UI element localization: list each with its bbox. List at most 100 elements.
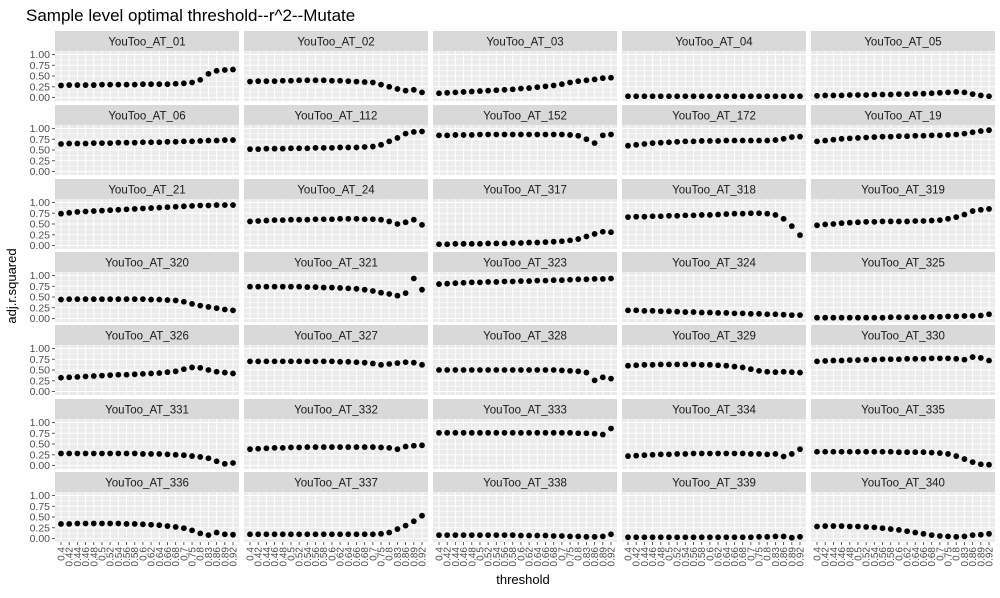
data-point [526, 239, 532, 246]
data-point [263, 358, 270, 365]
data-point [180, 298, 187, 305]
data-point [986, 530, 992, 537]
data-point [230, 137, 236, 143]
facet-strip-label: YouToo_AT_326 [105, 331, 189, 343]
data-point [707, 361, 713, 368]
data-point [986, 311, 992, 318]
data-point [797, 232, 803, 239]
facet-panel: YouToo_AT_318 [622, 179, 806, 249]
data-point [625, 307, 631, 314]
facet-strip-label: YouToo_AT_335 [861, 405, 945, 417]
data-point [936, 533, 943, 539]
data-point [247, 146, 253, 153]
x-tick-label: 0.62 [147, 547, 158, 567]
y-tick-label: 0.50 [30, 71, 51, 83]
data-point [361, 359, 368, 366]
data-point [247, 78, 253, 85]
data-point [205, 367, 212, 373]
data-point [213, 202, 220, 208]
data-point [485, 240, 492, 247]
data-point [394, 221, 401, 227]
data-point [904, 314, 910, 321]
data-point [855, 448, 861, 455]
data-point [501, 131, 508, 138]
y-tick-label: 0.75 [30, 501, 51, 513]
data-point [657, 213, 664, 220]
data-point [115, 520, 122, 527]
data-point [649, 534, 656, 541]
data-point [945, 355, 951, 362]
data-point [501, 86, 508, 93]
x-tick-label: 0.66 [352, 547, 363, 567]
data-point [131, 206, 138, 212]
data-point [189, 202, 195, 209]
data-point [296, 444, 303, 451]
data-point [369, 531, 376, 538]
data-point [625, 214, 631, 221]
data-point [674, 308, 681, 315]
data-point [599, 228, 606, 235]
x-tick-label: 0.62 [903, 547, 914, 567]
data-point [361, 531, 368, 538]
data-point [739, 93, 746, 100]
data-point [197, 138, 204, 144]
data-point [468, 132, 475, 138]
data-point [304, 358, 311, 365]
data-point [542, 239, 549, 246]
x-tick-label: 0.52 [106, 547, 117, 567]
data-point [197, 202, 204, 209]
y-tick-label: 0.25 [30, 229, 51, 241]
data-point [698, 450, 705, 457]
data-point [904, 449, 910, 456]
data-point [444, 280, 451, 287]
facet-strip [55, 399, 239, 419]
data-point [213, 305, 220, 312]
data-point [599, 431, 606, 438]
data-point [772, 311, 779, 318]
facet-strip [244, 105, 428, 125]
data-point [271, 78, 278, 85]
x-tick-label: 0.6 [516, 547, 527, 561]
facet-panel: YouToo_AT_331 0.000.250.500.751.00 [30, 399, 239, 472]
data-point [337, 285, 343, 291]
data-point [386, 83, 393, 90]
data-point [977, 206, 984, 213]
x-tick-label: 0.58 [319, 547, 330, 567]
data-point [887, 91, 894, 98]
data-point [99, 140, 105, 147]
data-point [747, 534, 754, 541]
data-point [649, 307, 656, 314]
x-tick-label: 0.58 [508, 547, 519, 567]
data-point [402, 130, 409, 137]
data-point [304, 444, 311, 450]
data-point [641, 361, 648, 368]
data-point [255, 445, 262, 452]
data-point [674, 451, 681, 457]
x-tick-label: 0.92 [607, 547, 618, 567]
data-point [213, 529, 220, 536]
data-point [649, 451, 656, 458]
data-point [657, 534, 664, 541]
data-point [969, 313, 976, 319]
data-point [99, 81, 105, 88]
data-point [140, 451, 146, 457]
data-point [953, 453, 960, 459]
data-point [197, 454, 204, 460]
data-point [468, 240, 475, 247]
data-point [936, 450, 943, 456]
x-tick-label: 0.44 [73, 547, 84, 567]
data-point [312, 444, 319, 450]
data-point [977, 128, 984, 134]
data-point [633, 93, 640, 100]
data-point [534, 239, 541, 246]
data-point [608, 375, 614, 382]
y-tick-label: 0.00 [30, 533, 51, 545]
data-point [747, 210, 754, 217]
data-point [920, 530, 927, 537]
data-point [912, 218, 919, 224]
data-point [386, 529, 393, 536]
x-tick-label: 0.48 [845, 547, 856, 567]
data-point [369, 216, 376, 223]
data-point [920, 218, 927, 224]
data-point [115, 371, 122, 378]
